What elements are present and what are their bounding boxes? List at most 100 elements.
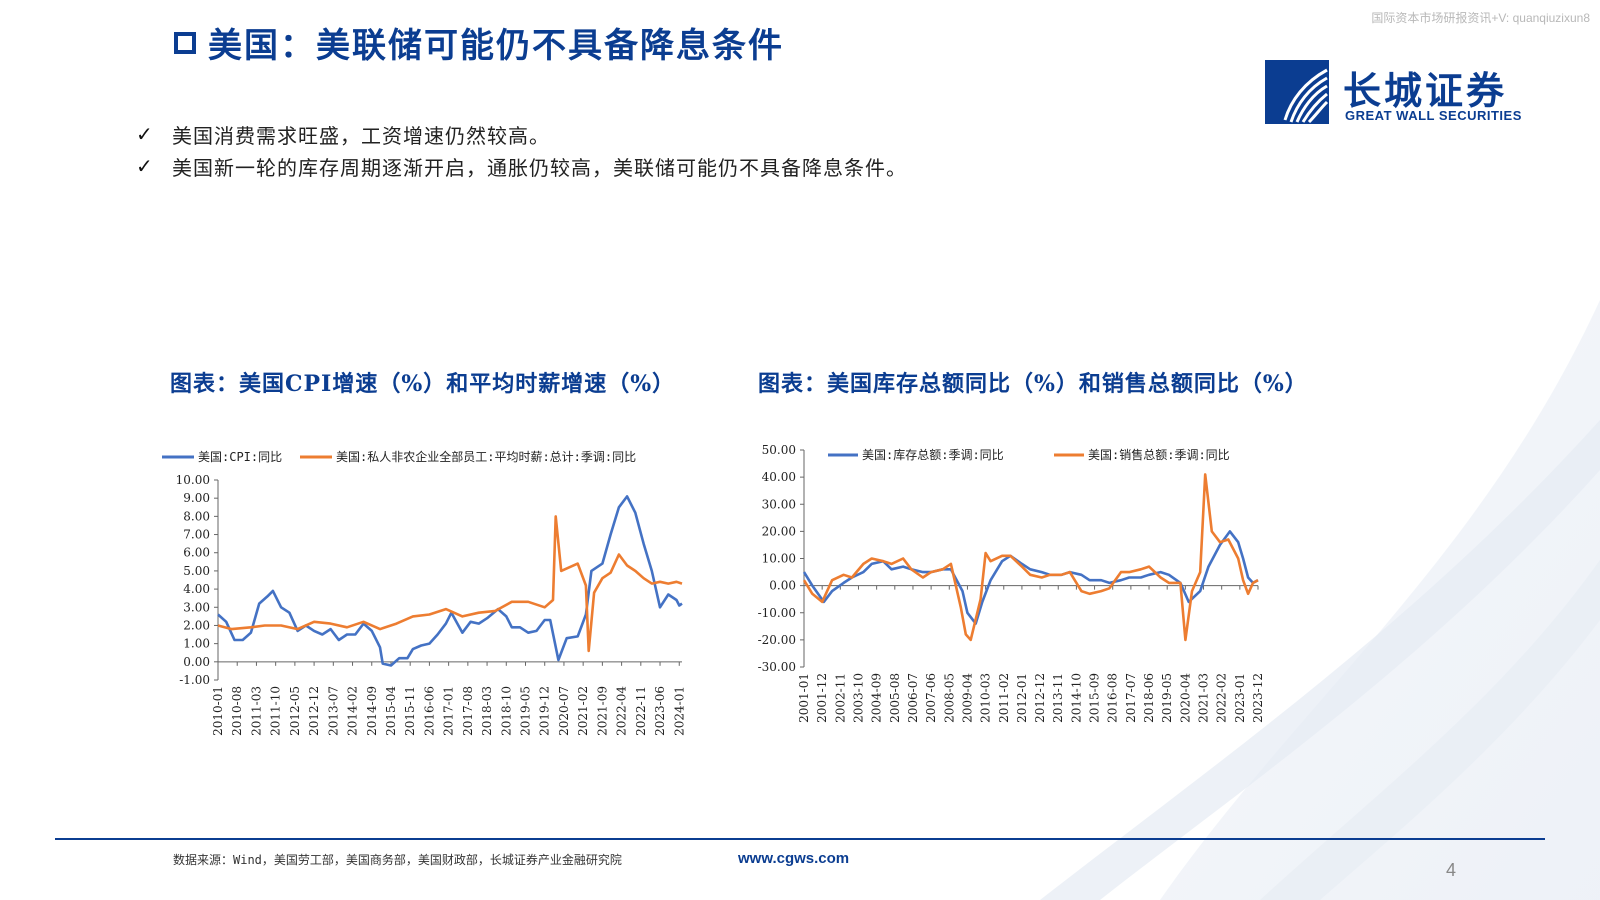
legend-label: 美国:销售总额:季调:同比: [1088, 447, 1230, 462]
x-tick-label: 2019-05: [1160, 673, 1174, 723]
x-tick-label: 2011-10: [269, 686, 283, 736]
x-tick-label: 2019-05: [519, 686, 533, 736]
x-tick-label: 2013-07: [326, 686, 340, 736]
x-tick-label: 2024-01: [672, 686, 686, 736]
y-tick-label: 20.00: [762, 524, 796, 538]
x-tick-label: 2015-04: [384, 686, 398, 736]
y-tick-label: 10.00: [176, 473, 210, 487]
logo-english-name: GREAT WALL SECURITIES: [1345, 108, 1522, 123]
x-tick-label: 2001-01: [797, 673, 811, 723]
x-tick-label: 2020-07: [557, 686, 571, 736]
x-tick-label: 2013-11: [1051, 673, 1065, 723]
x-tick-label: 2012-12: [307, 686, 321, 736]
x-tick-label: 2014-02: [346, 686, 360, 736]
x-tick-label: 2021-03: [1197, 673, 1211, 723]
y-tick-label: -30.00: [758, 660, 796, 674]
x-tick-label: 2015-11: [403, 686, 417, 736]
page-number: 4: [1446, 860, 1457, 880]
y-tick-label: 0.00: [183, 655, 210, 669]
x-tick-label: 2009-04: [960, 673, 974, 723]
x-tick-label: 2006-07: [906, 673, 920, 723]
x-tick-label: 2011-03: [249, 686, 263, 736]
x-tick-label: 2005-08: [888, 673, 902, 723]
x-tick-label: 2010-03: [979, 673, 993, 723]
y-tick-label: 50.00: [762, 443, 796, 457]
y-tick-label: 1.00: [183, 637, 210, 651]
x-tick-label: 2017-08: [461, 686, 475, 736]
y-tick-label: 0.00: [769, 579, 796, 593]
x-tick-label: 2021-09: [595, 686, 609, 736]
x-tick-label: 2021-02: [576, 686, 590, 736]
y-tick-label: -20.00: [758, 633, 796, 647]
x-tick-label: 2012-12: [1033, 673, 1047, 723]
x-tick-label: 2002-11: [833, 673, 847, 723]
bullet-item: ✓ 美国新一轮的库存周期逐渐开启，通胀仍较高，美联储可能仍不具备降息条件。: [136, 150, 907, 182]
x-tick-label: 2023-12: [1251, 673, 1265, 723]
y-tick-label: 4.00: [183, 582, 210, 596]
y-tick-label: 6.00: [183, 546, 210, 560]
great-wall-logo-icon: [1265, 60, 1329, 124]
x-tick-label: 2018-10: [499, 686, 513, 736]
x-tick-label: 2022-04: [615, 686, 629, 736]
legend-label: 美国:库存总额:季调:同比: [862, 447, 1004, 462]
x-tick-label: 2001-12: [815, 673, 829, 723]
x-tick-label: 2014-10: [1069, 673, 1083, 723]
company-logo: 长城证券 GREAT WALL SECURITIES: [1265, 60, 1545, 126]
x-tick-label: 2022-11: [634, 686, 648, 736]
checkmark-icon: ✓: [136, 122, 154, 146]
website-link[interactable]: www.cgws.com: [738, 850, 850, 867]
x-tick-label: 2019-12: [538, 686, 552, 736]
title-square-icon: [174, 31, 196, 54]
y-tick-label: 8.00: [183, 509, 210, 523]
y-tick-label: 40.00: [762, 470, 796, 484]
checkmark-icon: ✓: [136, 154, 154, 178]
bullet-list: ✓ 美国消费需求旺盛，工资增速仍然较高。 ✓ 美国新一轮的库存周期逐渐开启，通胀…: [136, 118, 907, 182]
bullet-item: ✓ 美国消费需求旺盛，工资增速仍然较高。: [136, 118, 907, 150]
y-tick-label: 2.00: [183, 618, 210, 632]
x-tick-label: 2011-02: [997, 673, 1011, 723]
chart-title-inventory-sales: 图表：美国库存总额同比（%）和销售总额同比（%）: [758, 371, 1308, 397]
x-tick-label: 2014-09: [365, 686, 379, 736]
x-tick-label: 2003-10: [851, 673, 865, 723]
y-tick-label: 7.00: [183, 528, 210, 542]
cpi-wage-line-chart: -1.00 0.00 1.00 2.00 3.00 4.00 5.00 6.00 7.00 8.0…: [162, 449, 686, 736]
x-tick-label: 2012-01: [1015, 673, 1029, 723]
chart-title-cpi-wage: 图表：美国CPI增速（%）和平均时薪增速（%）: [170, 371, 676, 397]
page-title: 美国：美联储可能仍不具备降息条件: [208, 26, 784, 66]
legend-label: 美国:CPI:同比: [198, 450, 282, 464]
y-tick-label: 5.00: [183, 564, 210, 578]
inventory-sales-line-chart: -30.00 -20.00 -10.00 0.00 10.00 20.00 30.00 40.…: [758, 443, 1265, 723]
watermark: 国际资本市场研报资讯+V: quanqiuzixun8: [1371, 11, 1590, 25]
y-tick-label: 3.00: [183, 600, 210, 614]
page-title-row: 美国：美联储可能仍不具备降息条件: [174, 18, 784, 67]
x-tick-label: 2004-09: [870, 673, 884, 723]
x-tick-label: 2010-08: [230, 686, 244, 736]
legend-label: 美国:私人非农企业全部员工:平均时薪:总计:季调:同比: [336, 449, 636, 464]
x-tick-label: 2016-06: [422, 686, 436, 736]
footer-divider: [55, 838, 1545, 840]
bullet-text: 美国消费需求旺盛，工资增速仍然较高。: [172, 123, 550, 148]
x-tick-label: 2016-08: [1106, 673, 1120, 723]
series-line-0: [217, 495, 683, 667]
y-tick-label: -1.00: [179, 673, 210, 687]
series-line-1: [802, 473, 1259, 642]
series-line-1: [217, 515, 683, 653]
x-tick-label: 2012-05: [288, 686, 302, 736]
x-tick-label: 2018-03: [480, 686, 494, 736]
y-tick-label: 9.00: [183, 491, 210, 505]
x-tick-label: 2018-06: [1142, 673, 1156, 723]
x-tick-label: 2023-01: [1233, 673, 1247, 723]
y-tick-label: 30.00: [762, 497, 796, 511]
x-tick-label: 2022-02: [1215, 673, 1229, 723]
logo-chinese-name: 长城证券: [1343, 68, 1508, 113]
x-tick-label: 2015-09: [1088, 673, 1102, 723]
x-tick-label: 2010-01: [211, 686, 225, 736]
x-tick-label: 2008-05: [942, 673, 956, 723]
x-tick-label: 2017-01: [442, 686, 456, 736]
y-tick-label: 10.00: [762, 552, 796, 566]
y-tick-label: -10.00: [758, 606, 796, 620]
x-tick-label: 2007-06: [924, 673, 938, 723]
x-tick-label: 2017-07: [1124, 673, 1138, 723]
bullet-text: 美国新一轮的库存周期逐渐开启，通胀仍较高，美联储可能仍不具备降息条件。: [172, 155, 907, 180]
